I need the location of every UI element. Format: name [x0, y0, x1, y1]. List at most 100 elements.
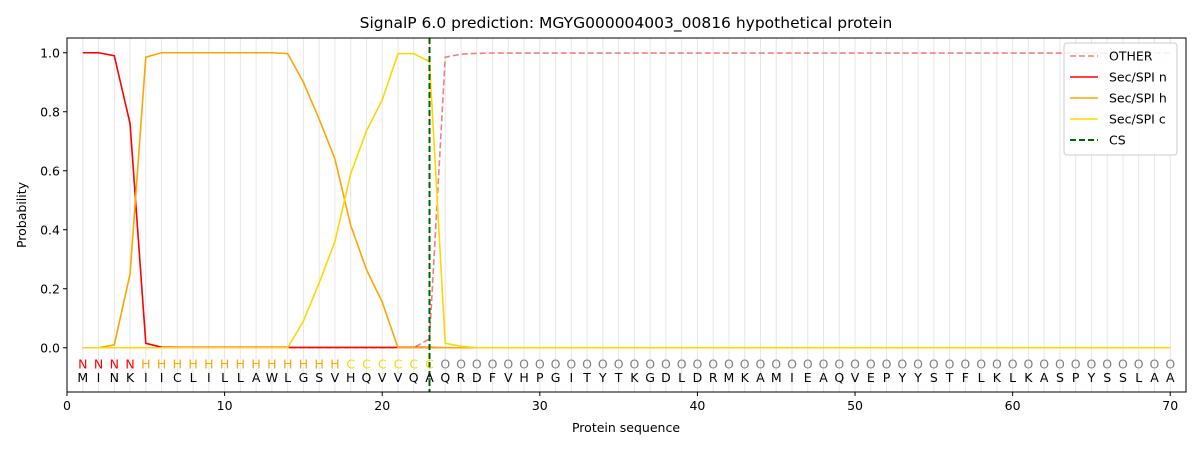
residue-label: A — [1040, 370, 1049, 385]
residue-label: I — [790, 370, 794, 385]
region-label: O — [803, 356, 813, 371]
legend: OTHER Sec/SPI n Sec/SPI h Sec/SPI c CS — [1063, 42, 1178, 156]
residue-label: Y — [598, 370, 607, 385]
x-tick-label: 10 — [217, 398, 233, 413]
y-tick-label: 0.6 — [40, 163, 60, 178]
residue-label: D — [661, 370, 671, 385]
legend-label: Sec/SPI c — [1109, 112, 1166, 127]
residue-label: L — [221, 370, 228, 385]
region-label: H — [204, 356, 213, 371]
region-label: O — [945, 356, 955, 371]
residue-label: I — [144, 370, 148, 385]
residue-label: Q — [362, 370, 372, 385]
region-label: O — [488, 356, 498, 371]
plot-frame — [66, 37, 1187, 393]
residue-label: D — [472, 370, 482, 385]
region-label: O — [850, 356, 860, 371]
residue-label: T — [614, 370, 623, 385]
residue-label: I — [207, 370, 211, 385]
residue-label: L — [284, 370, 291, 385]
region-label: H — [267, 356, 276, 371]
region-label: O — [913, 356, 923, 371]
residue-label: V — [394, 370, 403, 385]
residue-label: Q — [440, 370, 450, 385]
region-label: O — [645, 356, 655, 371]
residue-label: K — [993, 370, 1002, 385]
region-label: O — [440, 356, 450, 371]
residue-label: S — [315, 370, 323, 385]
residue-label: K — [1024, 370, 1033, 385]
legend-label: Sec/SPI h — [1109, 91, 1167, 106]
region-label: O — [976, 356, 986, 371]
region-label: O — [551, 356, 561, 371]
residue-label: Y — [1087, 370, 1096, 385]
y-tick-label: 0.0 — [40, 340, 60, 355]
region-label: O — [1087, 356, 1097, 371]
residue-label: A — [1166, 370, 1175, 385]
residue-label: N — [110, 370, 119, 385]
region-label: O — [566, 356, 576, 371]
residue-label: T — [582, 370, 591, 385]
region-label: O — [787, 356, 797, 371]
region-label: H — [141, 356, 150, 371]
region-label: O — [1150, 356, 1160, 371]
region-label: O — [929, 356, 939, 371]
region-label: O — [535, 356, 545, 371]
residue-label: L — [978, 370, 985, 385]
region-label: O — [960, 356, 970, 371]
residue-label: W — [266, 370, 278, 385]
residue-label: L — [237, 370, 244, 385]
residue-label: H — [519, 370, 528, 385]
residue-label: L — [1009, 370, 1016, 385]
region-label: H — [173, 356, 182, 371]
residue-label: T — [945, 370, 954, 385]
region-label: N — [94, 356, 103, 371]
residue-label: K — [630, 370, 639, 385]
residue-label: L — [1135, 370, 1142, 385]
residue-label: M — [77, 370, 88, 385]
residue-label: Y — [913, 370, 922, 385]
y-tick-label: 1.0 — [40, 45, 60, 60]
residue-label: P — [536, 370, 544, 385]
region-label: O — [992, 356, 1002, 371]
region-label: H — [236, 356, 245, 371]
residue-label: F — [489, 370, 496, 385]
region-label: O — [598, 356, 608, 371]
region-label: H — [188, 356, 197, 371]
region-label: O — [1134, 356, 1144, 371]
residue-label: S — [1056, 370, 1064, 385]
residue-label: V — [504, 370, 513, 385]
legend-label: OTHER — [1109, 49, 1153, 64]
x-tick-label: 70 — [1162, 398, 1178, 413]
region-label: O — [1008, 356, 1018, 371]
region-label: O — [472, 356, 482, 371]
x-tick-label: 30 — [532, 398, 548, 413]
region-label: O — [1071, 356, 1081, 371]
region-label: N — [125, 356, 134, 371]
region-label: H — [299, 356, 308, 371]
legend-box — [1063, 42, 1178, 156]
x-tick-label: 20 — [374, 398, 390, 413]
series-lines — [82, 38, 1171, 392]
region-label: O — [519, 356, 529, 371]
region-label: O — [834, 356, 844, 371]
residue-label: M — [724, 370, 735, 385]
residue-label: P — [1072, 370, 1080, 385]
residue-label: S — [1103, 370, 1111, 385]
x-tick-label: 60 — [1005, 398, 1021, 413]
region-label: O — [708, 356, 718, 371]
region-label: O — [897, 356, 907, 371]
region-label: C — [346, 356, 355, 371]
region-label: O — [1055, 356, 1065, 371]
region-label: H — [330, 356, 339, 371]
region-label: O — [724, 356, 734, 371]
residue-label: R — [709, 370, 718, 385]
region-label: H — [251, 356, 260, 371]
residue-label: K — [741, 370, 750, 385]
x-tick-label: 0 — [63, 398, 71, 413]
x-tick-label: 50 — [847, 398, 863, 413]
residue-label: Y — [897, 370, 906, 385]
residue-label: I — [160, 370, 164, 385]
residue-label: K — [126, 370, 135, 385]
